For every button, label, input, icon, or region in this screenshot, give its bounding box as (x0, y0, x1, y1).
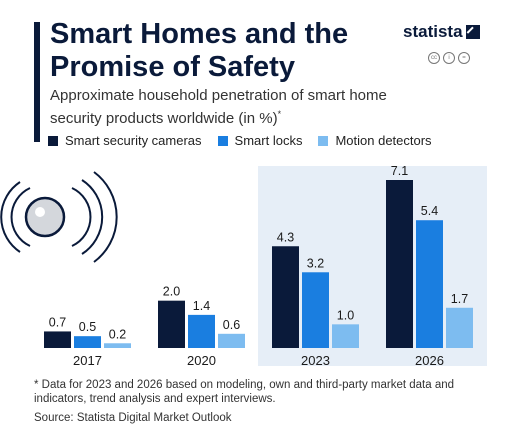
legend-label-locks: Smart locks (234, 133, 303, 148)
title-accent-bar (34, 22, 40, 142)
statista-logo: statista (403, 22, 480, 42)
legend-swatch-motion (318, 135, 329, 146)
legend-swatch-cameras (48, 135, 58, 146)
bar-value-label: 1.0 (337, 308, 354, 322)
labels-group: 0.7 0.5 0.2 2017 2.0 1.4 0.6 2020 4.3 3.2 1.0 2023 7… (49, 164, 468, 368)
bar-value-label: 5.4 (421, 204, 438, 218)
bar (272, 246, 299, 348)
bars-group (44, 180, 473, 348)
camera-lens-highlight (35, 207, 45, 217)
category-label: 2020 (187, 353, 216, 368)
statista-logo-icon (465, 25, 480, 39)
attribution-icon: i (443, 52, 455, 64)
license-icons: cc i = (428, 52, 470, 64)
chart-subtitle: Approximate household penetration of sma… (50, 87, 430, 128)
category-label: 2026 (415, 353, 444, 368)
signal-wave-icon (93, 171, 118, 263)
bar (158, 300, 185, 348)
footnote: * Data for 2023 and 2026 based on modeli… (34, 379, 455, 405)
bar (104, 343, 131, 348)
category-label: 2017 (73, 353, 102, 368)
bar (302, 272, 329, 348)
bar-value-label: 0.2 (109, 327, 126, 341)
bar-value-label: 3.2 (307, 256, 324, 270)
bar-value-label: 2.0 (163, 285, 180, 299)
bar (386, 180, 413, 348)
bar-value-label: 4.3 (277, 230, 294, 244)
signal-wave-icon (0, 181, 21, 253)
category-label: 2023 (301, 353, 330, 368)
brand-name: statista (403, 22, 463, 41)
bar-value-label: 0.6 (223, 318, 240, 332)
subtitle-footnote-mark: * (277, 109, 282, 119)
bar (446, 307, 473, 348)
legend-label-cameras: Smart security cameras (65, 133, 202, 148)
legend-item-cameras: Smart security cameras (48, 133, 202, 148)
no-derivatives-icon: = (458, 52, 470, 64)
bar (74, 336, 101, 348)
chart-title: Smart Homes and the Promise of Safety (50, 18, 349, 83)
bar (218, 333, 245, 348)
signal-wave-icon (71, 187, 92, 247)
signal-wave-icon (81, 179, 104, 255)
camera-lens-icon (24, 196, 66, 238)
legend-item-locks: Smart locks (217, 133, 303, 148)
bar-value-label: 0.5 (79, 320, 96, 334)
bar (332, 324, 359, 348)
bar (188, 314, 215, 348)
legend-label-motion: Motion detectors (335, 133, 432, 148)
bar-value-label: 0.7 (49, 315, 66, 329)
signal-wave-icon (10, 187, 31, 247)
subtitle-text: Approximate household penetration of sma… (50, 87, 387, 127)
legend-item-motion: Motion detectors (318, 133, 432, 148)
source-note: Source: Statista Digital Market Outlook (34, 412, 232, 424)
motion-sensor-illustration (0, 171, 118, 263)
bar (416, 220, 443, 348)
legend-swatch-locks (217, 135, 228, 146)
bar (44, 331, 71, 348)
bar-value-label: 7.1 (391, 164, 408, 178)
chart-legend: Smart security cameras Smart locks Motio… (48, 133, 432, 148)
bar-value-label: 1.4 (193, 299, 210, 313)
bar-value-label: 1.7 (451, 292, 468, 306)
creative-commons-icon: cc (428, 52, 440, 64)
